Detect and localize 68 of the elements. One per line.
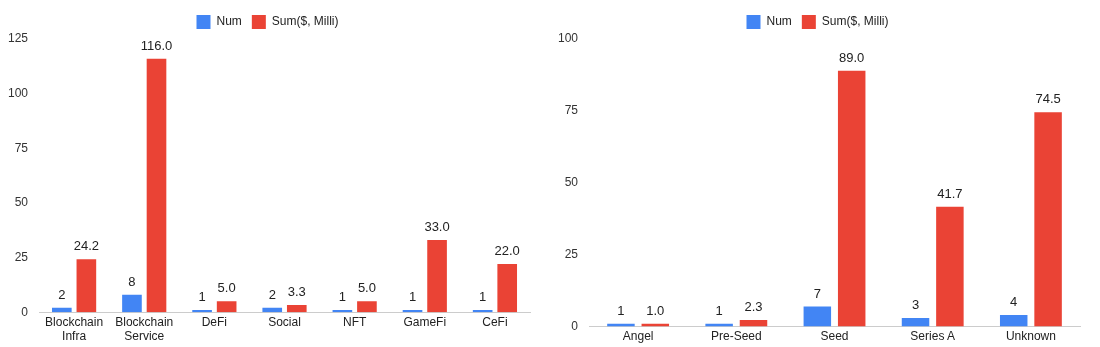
x-tick-label: Series A <box>910 329 956 344</box>
bar <box>936 206 964 327</box>
bar <box>1034 112 1062 327</box>
y-tick-label: 0 <box>21 304 29 319</box>
x-tick-label: Blockchain Infra <box>45 314 104 344</box>
y-tick-label: 100 <box>7 85 29 100</box>
bar <box>52 307 72 313</box>
bar <box>216 301 237 313</box>
y-tick-label: 25 <box>14 249 29 264</box>
legend-label: Sum($, Milli) <box>271 14 339 29</box>
bar <box>901 317 930 327</box>
x-tick-label: Pre-Seed <box>710 329 762 344</box>
data-label: 1 <box>198 289 206 305</box>
x-tick-label: NFT <box>342 314 367 329</box>
x-tick-label: Angel <box>622 329 654 344</box>
data-label: 2 <box>58 286 66 302</box>
data-label: 41.7 <box>937 185 963 201</box>
bar <box>192 310 212 313</box>
legend-label: Num <box>766 14 792 29</box>
data-label: 89.0 <box>839 49 865 65</box>
x-tick-label: DeFi <box>201 314 228 329</box>
data-label: 1.0 <box>646 302 665 318</box>
legend-label: Num <box>216 14 242 29</box>
y-tick-label: 50 <box>564 175 579 190</box>
data-label: 2.3 <box>744 299 763 315</box>
data-label: 1 <box>715 302 723 318</box>
y-tick-label: 75 <box>564 103 579 118</box>
y-tick-label: 100 <box>557 31 579 46</box>
data-label: 33.0 <box>424 219 450 235</box>
data-label: 3.3 <box>287 284 306 300</box>
y-tick-label: 25 <box>564 247 579 262</box>
data-label: 2 <box>268 286 276 302</box>
x-tick-label: CeFi <box>482 314 508 329</box>
data-label: 5.0 <box>217 280 236 296</box>
bar <box>76 259 97 313</box>
y-tick-label: 125 <box>7 31 29 46</box>
bar <box>146 58 167 313</box>
x-tick-label: Unknown <box>1005 329 1056 344</box>
data-label: 22.0 <box>494 243 520 259</box>
bar <box>286 304 307 313</box>
data-label: 1 <box>617 302 625 318</box>
data-label: 5.0 <box>357 280 376 296</box>
bar <box>837 70 866 327</box>
data-label: 7 <box>813 285 821 301</box>
legend-label: Sum($, Milli) <box>821 14 889 29</box>
bar <box>262 307 283 313</box>
x-tick-label: Social <box>268 314 301 329</box>
data-label: 4 <box>1010 294 1018 310</box>
y-tick-label: 75 <box>14 140 29 155</box>
bar <box>357 301 377 313</box>
data-label: 3 <box>911 297 920 313</box>
data-label: 1 <box>408 289 417 305</box>
data-label: 8 <box>128 273 136 289</box>
data-label: 1 <box>479 289 487 305</box>
data-label: 1 <box>338 289 346 305</box>
data-label: 24.2 <box>73 238 100 254</box>
bar <box>122 294 142 313</box>
x-tick-label: Seed <box>820 329 849 344</box>
bar <box>427 240 447 313</box>
x-tick-label: GameFi <box>403 314 447 329</box>
bar <box>497 264 518 313</box>
y-tick-label: 50 <box>14 195 29 210</box>
y-tick-label: 0 <box>571 318 579 333</box>
data-label: 74.5 <box>1035 91 1061 107</box>
bar <box>803 306 832 327</box>
data-label: 116.0 <box>140 37 173 53</box>
bar <box>999 315 1028 327</box>
x-tick-label: Blockchain Service <box>115 314 174 344</box>
